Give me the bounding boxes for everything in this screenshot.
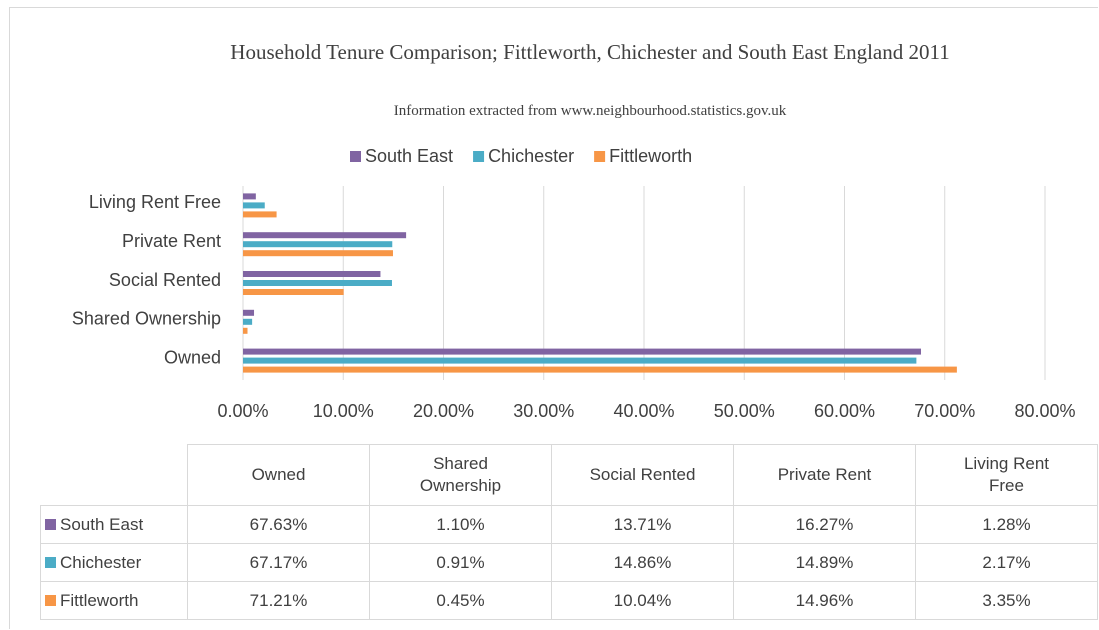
- table-cell: 13.71%: [551, 505, 734, 544]
- table-row-label: Chichester: [40, 543, 188, 582]
- table-cell: 1.28%: [915, 505, 1098, 544]
- y-tick-label: Owned: [164, 347, 221, 367]
- table-header-cell: Private Rent: [733, 444, 916, 506]
- table-cell: 3.35%: [915, 581, 1098, 620]
- table-cell: 71.21%: [187, 581, 370, 620]
- table-row-label: South East: [40, 505, 188, 544]
- x-tick-label: 70.00%: [914, 401, 975, 421]
- table-row: South East 67.63% 1.10% 13.71% 16.27% 1.28%: [40, 505, 1098, 544]
- bar: [243, 241, 393, 248]
- table-row-name: Chichester: [60, 552, 142, 572]
- table-corner: [40, 444, 188, 506]
- table-header-cell: Social Rented: [551, 444, 734, 506]
- bar: [243, 202, 265, 209]
- table-cell: 67.63%: [187, 505, 370, 544]
- table-cell: 10.04%: [551, 581, 734, 620]
- bar: [243, 357, 917, 364]
- chart-title: Household Tenure Comparison; Fittleworth…: [230, 40, 950, 64]
- x-tick-label: 80.00%: [1014, 401, 1075, 421]
- bar: [243, 280, 392, 286]
- y-tick-label: Living Rent Free: [89, 192, 221, 212]
- bar: [243, 193, 256, 200]
- bar: [243, 232, 407, 239]
- table-header-cell: Owned: [187, 444, 370, 506]
- table-cell: 14.86%: [551, 543, 734, 582]
- x-tick-label: 60.00%: [814, 401, 875, 421]
- legend-label: Fittleworth: [609, 146, 692, 166]
- table-legend-key: [45, 594, 56, 606]
- table-cell: 2.17%: [915, 543, 1098, 582]
- bar: [243, 271, 381, 277]
- y-tick-label: Social Rented: [109, 270, 221, 290]
- x-tick-label: 30.00%: [513, 401, 574, 421]
- table-cell: 1.10%: [369, 505, 552, 544]
- table-header-cell: Shared Ownership: [369, 444, 552, 506]
- table-cell: 14.96%: [733, 581, 916, 620]
- table-header-cell: Living Rent Free: [915, 444, 1098, 506]
- x-tick-label: 20.00%: [413, 401, 474, 421]
- bar: [243, 250, 393, 257]
- legend-key: [594, 151, 606, 162]
- table-header-row: Owned Shared Ownership Social Rented Privat…: [40, 444, 1098, 506]
- table-header-text: Social Rented: [589, 465, 696, 484]
- legend-key: [473, 151, 485, 162]
- x-tick-label: 40.00%: [613, 401, 674, 421]
- table-legend-key: [45, 518, 56, 530]
- chart-frame: [9, 7, 1098, 629]
- table-header-text: Living Rent Free: [963, 454, 1050, 495]
- legend-label: Chichester: [488, 146, 574, 166]
- table-cell: 0.91%: [369, 543, 552, 582]
- y-tick-label: Private Rent: [122, 231, 221, 251]
- table-legend-key: [45, 556, 56, 568]
- table-header-text: Private Rent: [777, 465, 872, 484]
- bar: [243, 327, 248, 334]
- x-tick-label: 10.00%: [313, 401, 374, 421]
- table-row: Chichester 67.17% 0.91% 14.86% 14.89% 2.17%: [40, 543, 1098, 582]
- table-cell: 14.89%: [733, 543, 916, 582]
- table-row-name: Fittleworth: [60, 590, 139, 610]
- table-cell: 67.17%: [187, 543, 370, 582]
- chart-subtitle: Information extracted from www.neighbour…: [393, 103, 787, 119]
- chart: 0.00% 10.00% 20.00% 30.00% 40.00% 50.00% 60.00…: [72, 146, 1076, 421]
- bar: [243, 289, 344, 295]
- bar: [243, 348, 921, 355]
- table-header-text: Shared Ownership: [419, 454, 502, 495]
- data-table: Owned Shared Ownership Social Rented Privat…: [40, 444, 1098, 620]
- bar: [243, 318, 253, 325]
- legend-label: South East: [365, 146, 453, 166]
- table-header-text: Owned: [251, 465, 306, 484]
- table-row-label: Fittleworth: [40, 581, 188, 620]
- x-tick-label: 0.00%: [217, 401, 268, 421]
- table-row: Fittleworth 71.21% 0.45% 10.04% 14.96% 3.35%: [40, 581, 1098, 620]
- legend-key: [350, 151, 361, 162]
- table-row-name: South East: [60, 514, 144, 534]
- bar: [243, 366, 957, 373]
- table-cell: 16.27%: [733, 505, 916, 544]
- table-cell: 0.45%: [369, 581, 552, 620]
- y-tick-label: Shared Ownership: [72, 309, 221, 329]
- bar: [243, 211, 277, 218]
- x-tick-label: 50.00%: [714, 401, 775, 421]
- bar: [243, 309, 255, 316]
